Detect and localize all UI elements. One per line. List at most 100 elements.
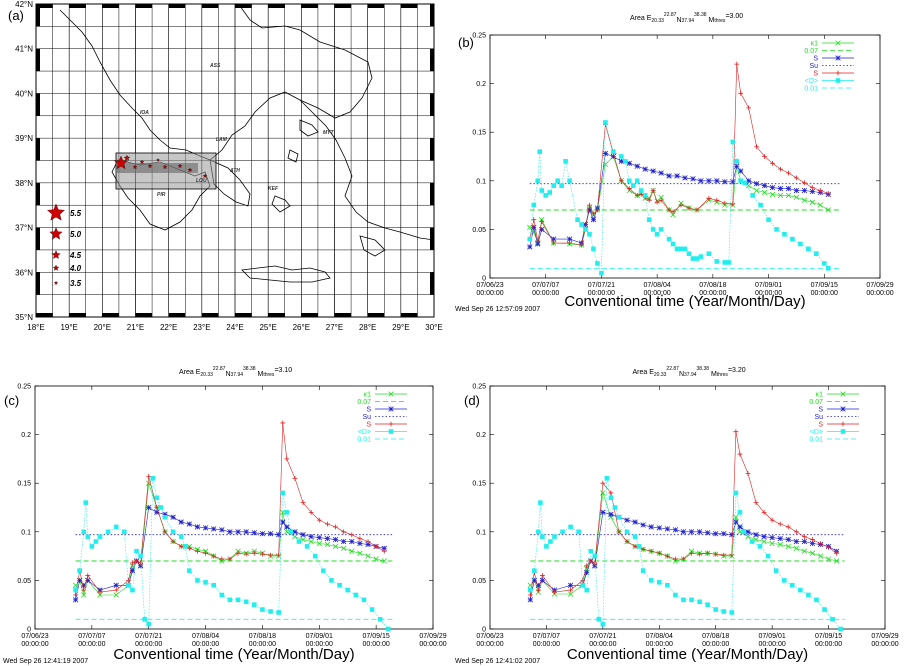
data-point <box>300 532 306 538</box>
data-point <box>528 587 533 593</box>
latitude-label: 35°N <box>15 313 33 322</box>
data-point <box>721 552 727 558</box>
data-point <box>698 254 704 259</box>
data-point <box>778 166 783 172</box>
data-point <box>777 192 784 199</box>
data-point <box>713 551 719 557</box>
data-point <box>186 521 193 527</box>
data-point <box>531 217 537 223</box>
data-point <box>648 524 654 530</box>
data-point <box>316 534 322 541</box>
data-point <box>284 529 290 535</box>
legend-label: κ1 <box>816 392 824 399</box>
x-tick-time: 00:00:00 <box>589 641 616 648</box>
x-tick-label: 07/09/01 <box>306 633 333 640</box>
data-point <box>276 552 282 558</box>
map-frame-bar <box>36 4 40 27</box>
data-point <box>642 193 648 198</box>
data-point <box>308 509 314 515</box>
data-point <box>670 241 676 247</box>
data-point <box>733 490 739 496</box>
data-point <box>666 236 672 242</box>
data-point <box>178 519 184 525</box>
x-tick-label: 07/07/07 <box>532 282 559 289</box>
data-point <box>729 532 735 538</box>
data-point <box>357 536 363 542</box>
data-point <box>777 541 783 548</box>
x-tick-time: 00:00:00 <box>419 641 446 648</box>
title-part: Area E <box>630 15 652 22</box>
data-point <box>721 609 727 614</box>
data-point <box>584 587 590 593</box>
data-point <box>785 536 791 543</box>
latitude-label: 42°N <box>15 0 33 9</box>
title-part: 22.87 <box>666 366 679 372</box>
data-point <box>742 180 747 186</box>
data-point <box>130 560 135 566</box>
data-point <box>737 510 743 515</box>
data-point <box>296 539 302 544</box>
legend-label: S <box>366 422 371 429</box>
chart-panel-c: (c) Area E20.3322.87N37.9438.38 Mthres=3.… <box>3 366 447 665</box>
map-frame-bar <box>334 313 352 317</box>
data-point <box>753 532 759 538</box>
x-tick-time: 00:00:00 <box>533 641 560 648</box>
data-point <box>750 193 755 198</box>
data-point <box>753 181 760 187</box>
legend-label: 0.07 <box>809 399 823 406</box>
x-tick-label: 07/07/07 <box>533 633 560 640</box>
data-point <box>714 178 720 184</box>
data-point <box>840 391 846 397</box>
data-point <box>559 183 564 188</box>
legend-label: 0.07 <box>357 399 371 406</box>
data-point <box>658 170 664 176</box>
x-tick-label: 07/06/23 <box>21 633 48 640</box>
map-frame-bar <box>69 313 86 317</box>
latitude-label: 37°N <box>15 224 33 233</box>
data-point <box>345 587 351 593</box>
data-point <box>604 476 610 481</box>
data-point <box>130 587 135 593</box>
data-point <box>162 511 168 517</box>
data-point <box>690 176 696 182</box>
data-point <box>798 241 803 247</box>
data-point <box>316 517 322 523</box>
data-point <box>801 197 808 203</box>
data-point <box>769 517 775 523</box>
x-tick-label: 07/07/21 <box>135 633 162 640</box>
data-point <box>566 236 573 242</box>
data-point <box>134 558 139 564</box>
y-tick-label: 0.15 <box>472 481 486 488</box>
data-point <box>349 538 355 545</box>
data-point <box>312 553 318 559</box>
epicenter-star <box>162 164 168 169</box>
data-point <box>81 529 87 535</box>
data-point <box>85 534 91 539</box>
data-point <box>666 207 672 213</box>
data-point <box>202 525 209 531</box>
data-point <box>713 531 719 537</box>
data-point <box>690 256 696 261</box>
data-point <box>721 531 727 537</box>
timestamp: Wed Sep 26 12:41:02 2007 <box>455 658 540 665</box>
series-line <box>530 478 841 630</box>
data-point <box>674 246 680 252</box>
data-point <box>579 242 584 248</box>
x-tick-time: 00:00:00 <box>135 641 162 648</box>
data-point <box>113 524 119 530</box>
data-point <box>600 480 606 486</box>
y-tick-label: 0.05 <box>472 578 486 585</box>
title-part: N <box>679 371 684 378</box>
city-label: ATH <box>229 168 240 174</box>
map-frame-bar <box>201 4 219 8</box>
data-point <box>801 187 808 194</box>
data-point <box>793 538 800 545</box>
data-point <box>753 187 760 194</box>
data-point <box>642 166 648 172</box>
title-part: 20.33 <box>651 18 664 24</box>
title-part: 37.94 <box>231 372 244 378</box>
longitude-label: 22°E <box>160 323 177 332</box>
data-point <box>656 580 662 585</box>
data-point <box>536 529 541 535</box>
data-point <box>737 524 743 530</box>
